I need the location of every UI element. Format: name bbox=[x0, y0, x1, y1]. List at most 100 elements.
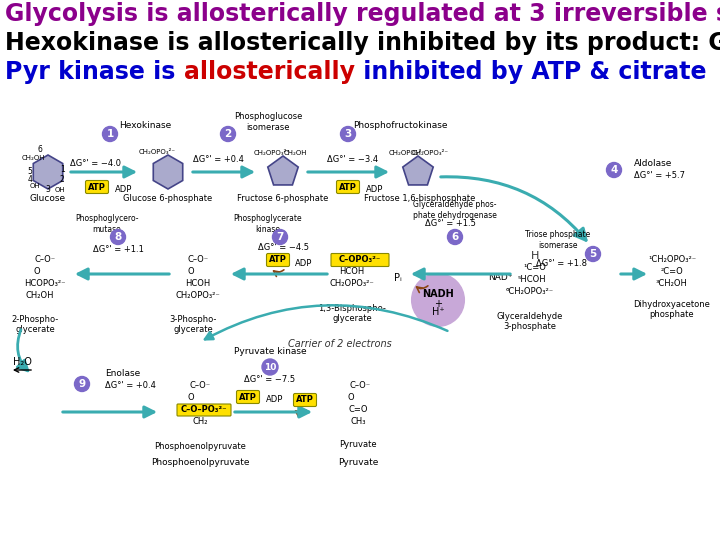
Text: ΔG°' = −7.5: ΔG°' = −7.5 bbox=[244, 375, 296, 384]
Text: CH₂OPO₃²⁻: CH₂OPO₃²⁻ bbox=[253, 150, 291, 156]
Text: NAD⁺: NAD⁺ bbox=[487, 273, 512, 282]
Text: HCOH: HCOH bbox=[185, 280, 211, 288]
Text: NADH: NADH bbox=[422, 289, 454, 299]
Text: Pyruvate kinase: Pyruvate kinase bbox=[234, 348, 306, 356]
Text: ADP: ADP bbox=[266, 395, 284, 404]
Text: ¹CH₂OPO₃²⁻: ¹CH₂OPO₃²⁻ bbox=[648, 255, 696, 265]
Circle shape bbox=[110, 230, 125, 245]
Text: ⁵HCOH: ⁵HCOH bbox=[518, 275, 546, 285]
Text: ΔG°' = +5.7: ΔG°' = +5.7 bbox=[634, 172, 685, 180]
Text: allosterically: allosterically bbox=[184, 60, 355, 84]
Text: C–O⁻: C–O⁻ bbox=[349, 381, 371, 390]
FancyBboxPatch shape bbox=[331, 253, 389, 267]
Text: CH₂OPO₃²⁻: CH₂OPO₃²⁻ bbox=[138, 149, 176, 155]
Text: 2: 2 bbox=[60, 176, 64, 185]
Text: Carrier of 2 electrons: Carrier of 2 electrons bbox=[288, 339, 392, 349]
Text: 1: 1 bbox=[60, 165, 66, 174]
Circle shape bbox=[585, 246, 600, 261]
Text: ADP: ADP bbox=[295, 260, 312, 268]
Text: HCOH: HCOH bbox=[339, 267, 364, 276]
Text: C–O⁻: C–O⁻ bbox=[187, 255, 209, 265]
Text: Glucose 6-phosphate: Glucose 6-phosphate bbox=[123, 194, 212, 203]
Text: CH₂OPO₃²⁻: CH₂OPO₃²⁻ bbox=[411, 150, 449, 156]
Polygon shape bbox=[402, 156, 433, 185]
Text: 2-Phospho-
glycerate: 2-Phospho- glycerate bbox=[12, 315, 58, 334]
Text: Triose phosphate
isomerase: Triose phosphate isomerase bbox=[526, 230, 590, 249]
Text: ATP: ATP bbox=[88, 183, 106, 192]
Text: +: + bbox=[434, 299, 442, 309]
FancyBboxPatch shape bbox=[177, 404, 231, 416]
Text: O: O bbox=[348, 394, 354, 402]
Text: ΔG°' = +1.1: ΔG°' = +1.1 bbox=[93, 246, 143, 254]
Text: Dihydroxyacetone
phosphate: Dihydroxyacetone phosphate bbox=[634, 300, 711, 319]
Text: Phosphoglycerate
kinase: Phosphoglycerate kinase bbox=[234, 214, 302, 234]
Text: ATP: ATP bbox=[296, 395, 314, 404]
Circle shape bbox=[102, 126, 117, 141]
Polygon shape bbox=[33, 155, 63, 189]
FancyBboxPatch shape bbox=[266, 253, 289, 267]
Text: CH₂OH: CH₂OH bbox=[283, 150, 307, 156]
Text: Hexokinase: Hexokinase bbox=[119, 122, 171, 131]
Text: CH₂OPO₃²⁻: CH₂OPO₃²⁻ bbox=[388, 150, 426, 156]
Text: ΔG°' = −4.5: ΔG°' = −4.5 bbox=[258, 244, 308, 253]
Text: ATP: ATP bbox=[269, 255, 287, 265]
Text: CH₂OPO₃²⁻: CH₂OPO₃²⁻ bbox=[176, 292, 220, 300]
FancyBboxPatch shape bbox=[236, 390, 259, 403]
Text: ¹C=O: ¹C=O bbox=[523, 264, 546, 273]
Text: Glyceraldehyde
3-phosphate: Glyceraldehyde 3-phosphate bbox=[497, 312, 563, 332]
FancyBboxPatch shape bbox=[294, 394, 317, 407]
Text: Pyruvate: Pyruvate bbox=[338, 458, 378, 467]
Text: OH: OH bbox=[30, 183, 40, 189]
Circle shape bbox=[262, 359, 278, 375]
Text: OH: OH bbox=[55, 187, 66, 193]
Text: ΔG°' = +0.4: ΔG°' = +0.4 bbox=[192, 156, 243, 165]
Text: C–O–PO₃²⁻: C–O–PO₃²⁻ bbox=[178, 406, 222, 415]
Text: ADP: ADP bbox=[366, 186, 383, 194]
Circle shape bbox=[74, 376, 89, 392]
Text: ADP: ADP bbox=[115, 186, 132, 194]
Text: Fructose 6-phosphate: Fructose 6-phosphate bbox=[238, 194, 329, 203]
Text: C–OPO₃²⁻: C–OPO₃²⁻ bbox=[339, 255, 381, 265]
Text: 7: 7 bbox=[276, 232, 284, 242]
Text: ATP: ATP bbox=[339, 183, 357, 192]
Text: Phosphoglucose
isomerase: Phosphoglucose isomerase bbox=[234, 112, 302, 132]
Text: ²C=O: ²C=O bbox=[661, 267, 683, 276]
Text: Fructose 1,6-bisphosphate: Fructose 1,6-bisphosphate bbox=[364, 194, 476, 203]
Text: H₂O: H₂O bbox=[12, 357, 32, 367]
Text: 1,3-Bisphospho-
glycerate: 1,3-Bisphospho- glycerate bbox=[318, 304, 386, 323]
Text: HCOPO₃²⁻: HCOPO₃²⁻ bbox=[24, 280, 66, 288]
Text: Phosphoenolpyruvate: Phosphoenolpyruvate bbox=[150, 458, 249, 467]
Text: C=O: C=O bbox=[348, 406, 368, 415]
Text: 10: 10 bbox=[264, 362, 276, 372]
Text: Glycolysis is allosterically regulated at 3 irreversible steps: Glycolysis is allosterically regulated a… bbox=[5, 2, 720, 26]
Text: Aldolase: Aldolase bbox=[634, 159, 672, 168]
Text: CH₂: CH₂ bbox=[192, 417, 208, 427]
Text: Phosphoenolpyruvate: Phosphoenolpyruvate bbox=[154, 442, 246, 451]
Circle shape bbox=[341, 126, 356, 141]
Text: 4: 4 bbox=[27, 176, 32, 185]
Text: Pᵢ: Pᵢ bbox=[394, 273, 402, 283]
Text: 3-Phospho-
glycerate: 3-Phospho- glycerate bbox=[169, 315, 217, 334]
Circle shape bbox=[448, 230, 462, 245]
Text: CH₂OPO₃²⁻: CH₂OPO₃²⁻ bbox=[330, 280, 374, 288]
Text: ΔG°' = +0.4: ΔG°' = +0.4 bbox=[105, 381, 156, 390]
FancyBboxPatch shape bbox=[86, 180, 109, 193]
Circle shape bbox=[220, 126, 235, 141]
Text: CH₃: CH₃ bbox=[350, 417, 366, 427]
Text: ΔG°' = −3.4: ΔG°' = −3.4 bbox=[328, 156, 379, 165]
Circle shape bbox=[412, 274, 464, 326]
Text: 5: 5 bbox=[590, 249, 597, 259]
Text: O: O bbox=[188, 394, 194, 402]
Text: O: O bbox=[34, 267, 40, 276]
Text: H⁺: H⁺ bbox=[432, 307, 444, 317]
Text: ΔG°' = −4.0: ΔG°' = −4.0 bbox=[70, 159, 120, 168]
Text: H: H bbox=[531, 251, 539, 261]
Text: Pyr kinase is: Pyr kinase is bbox=[5, 60, 184, 84]
Text: Pyruvate: Pyruvate bbox=[339, 440, 377, 449]
Text: Phosphofructokinase: Phosphofructokinase bbox=[353, 122, 447, 131]
Circle shape bbox=[606, 163, 621, 178]
Text: inhibited by ATP & citrate: inhibited by ATP & citrate bbox=[355, 60, 706, 84]
Text: Glucose: Glucose bbox=[30, 194, 66, 203]
Text: 6: 6 bbox=[451, 232, 459, 242]
Text: 3: 3 bbox=[45, 186, 50, 194]
